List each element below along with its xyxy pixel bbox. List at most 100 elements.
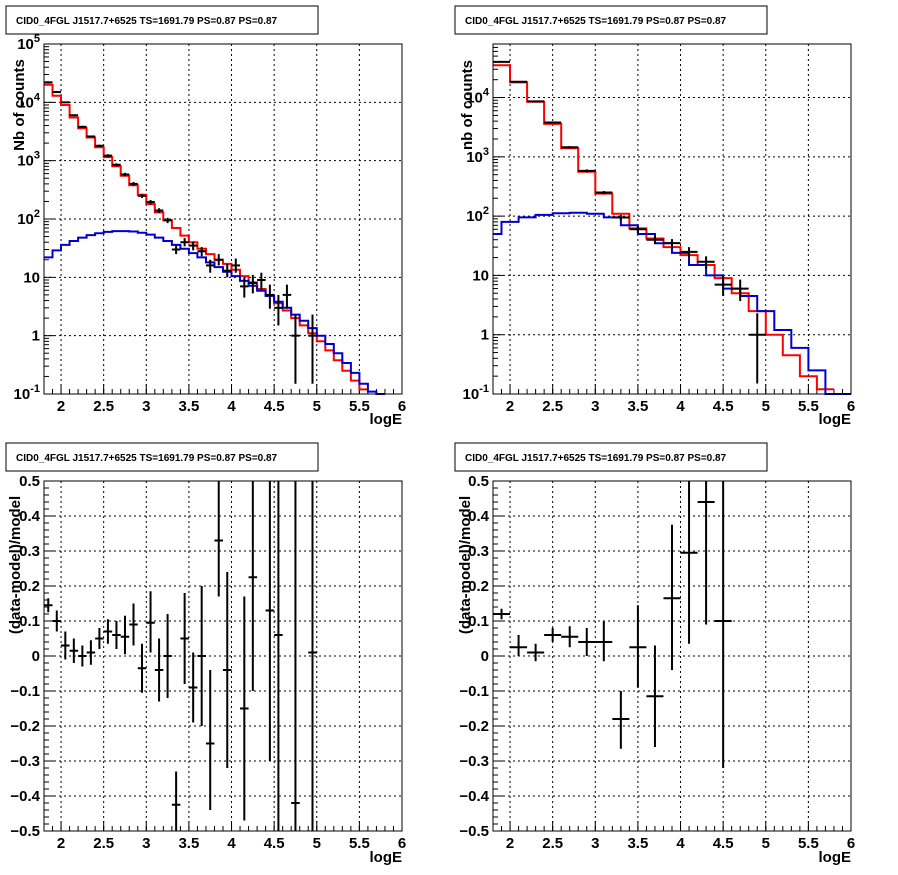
- plot-area: 2 2.5 3 3.5 4 4.5 5 5.5 6 −0.5 −0.4 −0.3 −0.2 −0.1 0 0…: [459, 473, 855, 852]
- plot-area: 2 2.5 3 3.5 4 4.5 5 5.5 6 −0.5 −0.4 −0.3 −0.2 −0.1 0 0…: [10, 473, 406, 852]
- data-point: [291, 314, 300, 384]
- y-tick-labels: −0.5 −0.4 −0.3 −0.2 −0.1 0 0.1 0.2 0.3 0.4 0.5: [459, 473, 489, 840]
- title-box: [454, 442, 768, 472]
- x-tick-label: 3.5: [627, 835, 648, 852]
- data-point: [629, 605, 647, 688]
- x-tick-label: 5: [762, 398, 770, 415]
- y-tick-label: 102: [17, 208, 40, 228]
- x-tick-label: 6: [398, 835, 406, 852]
- grid: [492, 43, 852, 395]
- y-tick-label: −0.2: [459, 718, 489, 735]
- x-tick-label: 6: [847, 398, 855, 415]
- title-box: [454, 5, 768, 35]
- data-point: [137, 643, 147, 693]
- y-tick-label: 10: [472, 267, 489, 284]
- data-point: [578, 628, 596, 656]
- data-point: [171, 771, 181, 831]
- panel-top-right: CID0_4FGL J1517.7+6525 TS=1691.79 PS=0.8…: [454, 5, 855, 428]
- data-point: [69, 638, 79, 663]
- data-point: [44, 598, 53, 613]
- data-point: [612, 214, 630, 221]
- data-point: [646, 236, 664, 244]
- chart-title: CID0_4FGL J1517.7+6525 TS=1691.79 PS=0.8…: [465, 16, 727, 27]
- data-point: [163, 614, 172, 698]
- data-point: [129, 603, 138, 646]
- y-tick-label: 102: [466, 205, 489, 225]
- data-point: [188, 241, 198, 251]
- x-tick-label: 3: [591, 835, 599, 852]
- y-tick-label: −0.4: [459, 788, 489, 805]
- plot-area: 2 2.5 3 3.5 4 4.5 5 5.5 6 10-1 1 10 102 103 104: [463, 43, 855, 415]
- y-tick-labels: 10-1 1 10 102 103 104: [463, 87, 490, 403]
- data-point: [52, 610, 62, 632]
- y-axis-label: nb of counts: [459, 60, 476, 150]
- data-point: [748, 313, 766, 384]
- data-point: [544, 121, 562, 124]
- x-tick-label: 2: [506, 398, 514, 415]
- x-axis-label: logE: [819, 411, 852, 428]
- x-tick-label: 3: [142, 398, 150, 415]
- data-point: [527, 643, 545, 662]
- y-tick-label: 104: [466, 87, 490, 107]
- data-point: [265, 284, 275, 309]
- series-layer: [44, 481, 317, 831]
- data-point: [69, 114, 79, 117]
- y-tick-label: 0.3: [19, 543, 40, 560]
- data-point: [137, 193, 147, 198]
- y-tick-label: −0.2: [10, 718, 40, 735]
- data-point: [240, 277, 249, 298]
- x-tick-label: 5.5: [349, 835, 370, 852]
- data-point: [714, 275, 732, 296]
- x-tick-label: 2: [506, 835, 514, 852]
- model-step-line: [44, 230, 385, 395]
- data-point: [180, 238, 189, 247]
- x-tick-labels: 2 2.5 3 3.5 4 4.5 5 5.5 6: [506, 398, 855, 415]
- data-point: [154, 208, 164, 213]
- y-tick-label: 103: [466, 146, 489, 166]
- data-point: [103, 154, 113, 158]
- y-tick-label: 0: [481, 648, 489, 665]
- y-tick-label: 10: [23, 269, 40, 286]
- x-tick-label: 4.5: [264, 835, 285, 852]
- data-point: [291, 481, 300, 831]
- y-tick-label: 0.3: [468, 543, 489, 560]
- model-step-line: [493, 64, 834, 391]
- x-tick-label: 5: [313, 398, 321, 415]
- chart-title: CID0_4FGL J1517.7+6525 TS=1691.79 PS=0.8…: [465, 453, 727, 464]
- data-point: [44, 81, 53, 84]
- y-tick-exponent: 5: [34, 33, 40, 45]
- x-tick-label: 6: [398, 398, 406, 415]
- data-point: [120, 615, 130, 655]
- y-tick-label: 1: [32, 328, 40, 345]
- series-layer: [493, 481, 732, 768]
- data-point: [493, 608, 511, 620]
- x-tick-label: 4: [676, 835, 685, 852]
- x-tick-label: 3.5: [178, 398, 199, 415]
- data-point: [112, 621, 121, 649]
- x-tick-label: 2.5: [542, 398, 563, 415]
- data-point: [171, 244, 181, 255]
- y-tick-exponent: 3: [34, 150, 40, 162]
- x-tick-label: 3: [591, 398, 599, 415]
- data-point: [112, 163, 121, 167]
- x-tick-label: 5.5: [349, 398, 370, 415]
- data-point: [646, 645, 664, 747]
- x-tick-label: 4.5: [713, 398, 734, 415]
- series-layer: [44, 81, 385, 395]
- y-tick-label: 0.2: [19, 578, 40, 595]
- x-tick-label: 4: [227, 835, 236, 852]
- x-tick-label: 4.5: [264, 398, 285, 415]
- x-tick-label: 4.5: [713, 835, 734, 852]
- plot-frame: [492, 43, 852, 395]
- y-tick-label: 10-1: [463, 383, 489, 403]
- x-axis-label: logE: [370, 411, 403, 428]
- y-tick-exponent: -1: [30, 383, 40, 395]
- y-tick-labels: −0.5 −0.4 −0.3 −0.2 −0.1 0 0.1 0.2 0.3 0.4 0.5: [10, 473, 40, 840]
- x-tick-label: 5: [313, 835, 321, 852]
- x-tick-label: 2.5: [93, 835, 114, 852]
- y-tick-exponent: -1: [479, 383, 489, 395]
- panel-bottom-right: CID0_4FGL J1517.7+6525 TS=1691.79 PS=0.8…: [454, 442, 855, 866]
- data-point: [697, 256, 715, 269]
- data-point: [697, 481, 715, 625]
- y-tick-exponent: 3: [483, 146, 489, 158]
